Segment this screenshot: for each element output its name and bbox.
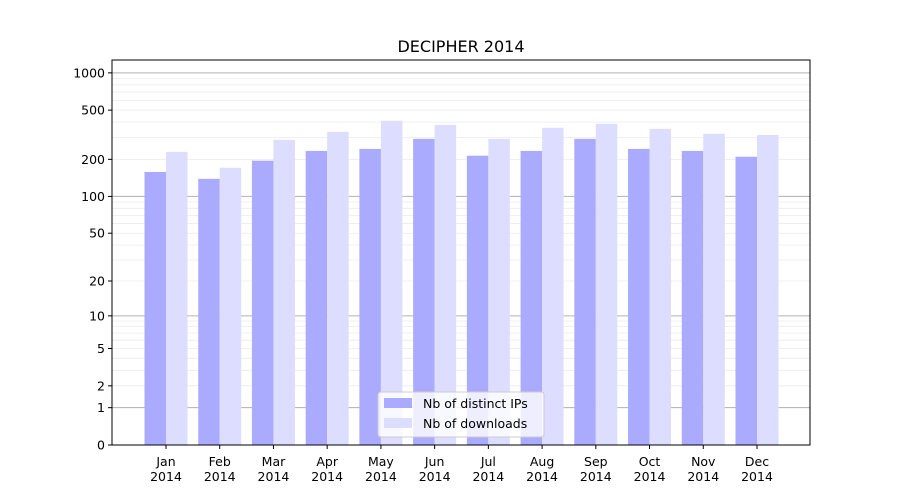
y-tick-label: 20 [89,274,105,289]
y-tick-label: 1 [97,400,105,415]
x-tick-label: Jun [424,454,445,469]
y-tick-label: 100 [81,189,105,204]
bar-distinct-ips [144,171,166,445]
bar-distinct-ips [574,138,596,446]
x-tick-label: Dec [745,454,769,469]
bar-distinct-ips [628,148,650,445]
bar-downloads [380,120,403,445]
y-tick-label: 2 [97,378,105,393]
bar-downloads [488,138,510,446]
bar-distinct-ips [681,150,704,445]
y-tick-label: 0 [97,438,105,453]
legend-box [377,391,545,438]
x-tick-label: 2014 [150,469,182,484]
x-tick-label: 2014 [311,469,343,484]
x-tick-label: Apr [316,454,338,469]
x-tick-label: 2014 [365,469,397,484]
bar-downloads [166,151,188,445]
x-tick-label: 2014 [580,469,612,484]
x-tick-label: 2014 [204,469,236,484]
x-tick-label: 2014 [741,469,773,484]
x-tick-label: 2014 [687,469,719,484]
legend-label: Nb of downloads [423,416,527,431]
x-tick-label: Jul [480,454,496,469]
legend-swatch [384,418,412,428]
bar-downloads [219,167,242,445]
x-tick-label: 2014 [419,469,451,484]
x-tick-label: Aug [530,454,554,469]
y-tick-label: 50 [89,226,105,241]
bar-distinct-ips [305,150,328,445]
x-tick-label: Nov [691,454,716,469]
y-tick-label: 500 [81,103,105,118]
legend-swatch [384,398,412,408]
chart-title: DECIPHER 2014 [397,37,524,56]
x-tick-label: 2014 [526,469,558,484]
x-tick-label: May [368,454,394,469]
bar-distinct-ips [251,160,274,445]
bar-downloads [273,139,295,446]
bar-downloads [434,124,457,446]
x-tick-label: 2014 [634,469,666,484]
bar-downloads [327,131,349,445]
y-tick-label: 5 [97,341,105,356]
bar-downloads [542,127,564,446]
x-tick-label: 2014 [258,469,290,484]
bar-downloads [703,133,725,445]
x-tick-label: Mar [262,454,286,469]
x-tick-label: 2014 [472,469,504,484]
y-tick-label: 1000 [73,65,105,80]
plot-frame [111,59,811,446]
x-tick-label: Jan [155,454,175,469]
bar-distinct-ips [359,148,381,445]
y-tick-label: 200 [81,152,105,167]
x-tick-label: Oct [639,454,661,469]
bar-distinct-ips [198,178,220,446]
x-tick-label: Feb [209,454,231,469]
bar-distinct-ips [466,155,489,445]
legend: Nb of distinct IPs Nb of downloads [377,391,545,438]
bar-downloads [595,123,618,445]
x-tick-label: Sep [584,454,608,469]
bar-downloads [757,134,779,445]
y-tick-label: 10 [89,308,105,323]
legend-label: Nb of distinct IPs [423,396,528,411]
bar-distinct-ips [735,156,757,446]
bar-downloads [649,128,672,445]
bar-distinct-ips [520,150,543,445]
bar-distinct-ips [413,138,435,446]
